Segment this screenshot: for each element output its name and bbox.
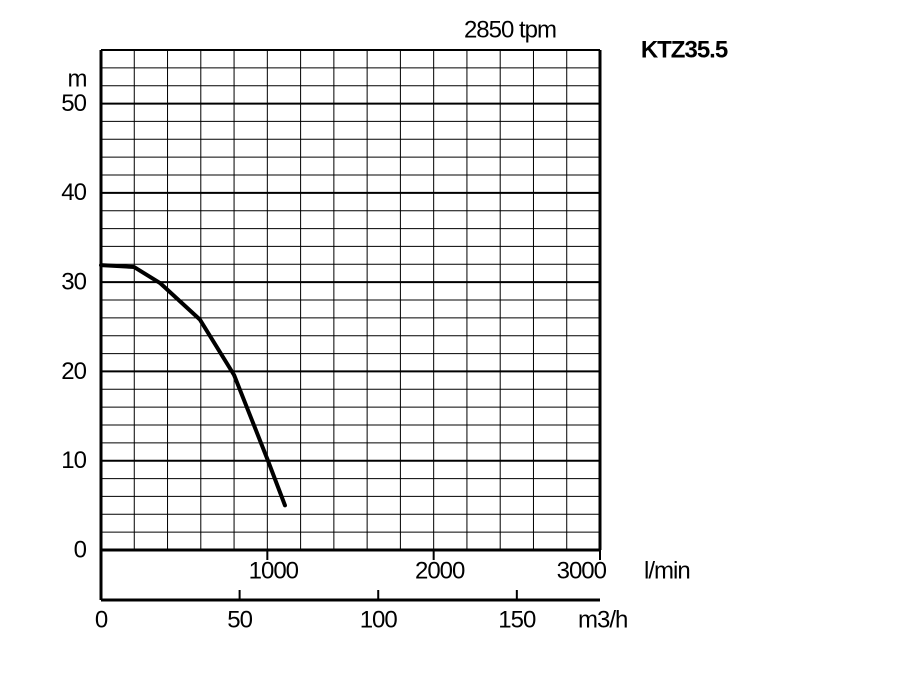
chart-title: KTZ35.5: [641, 36, 728, 63]
x2-tick-label: 100: [360, 606, 398, 633]
y-tick-label: 30: [61, 268, 86, 295]
x-tick-label: 2000: [415, 557, 465, 584]
y-tick-label: 10: [61, 447, 86, 474]
x2-tick-label: 150: [498, 606, 536, 633]
y-tick-label: 50: [61, 90, 86, 117]
x-tick-label: 1000: [249, 557, 299, 584]
y-tick-label: 20: [61, 358, 86, 385]
y-axis-label: m: [68, 65, 87, 92]
x2-tick-label: 0: [95, 606, 108, 633]
x-axis-label: l/min: [644, 557, 690, 584]
x2-tick-label: 50: [227, 606, 252, 633]
curve: [99, 263, 287, 508]
chart-subtitle: 2850 tpm: [464, 16, 556, 43]
x2-axis-label: m3/h: [578, 606, 627, 633]
y-tick-label: 40: [61, 179, 86, 206]
y-tick-label: 0: [74, 536, 87, 563]
x-tick-label: 3000: [557, 557, 607, 584]
